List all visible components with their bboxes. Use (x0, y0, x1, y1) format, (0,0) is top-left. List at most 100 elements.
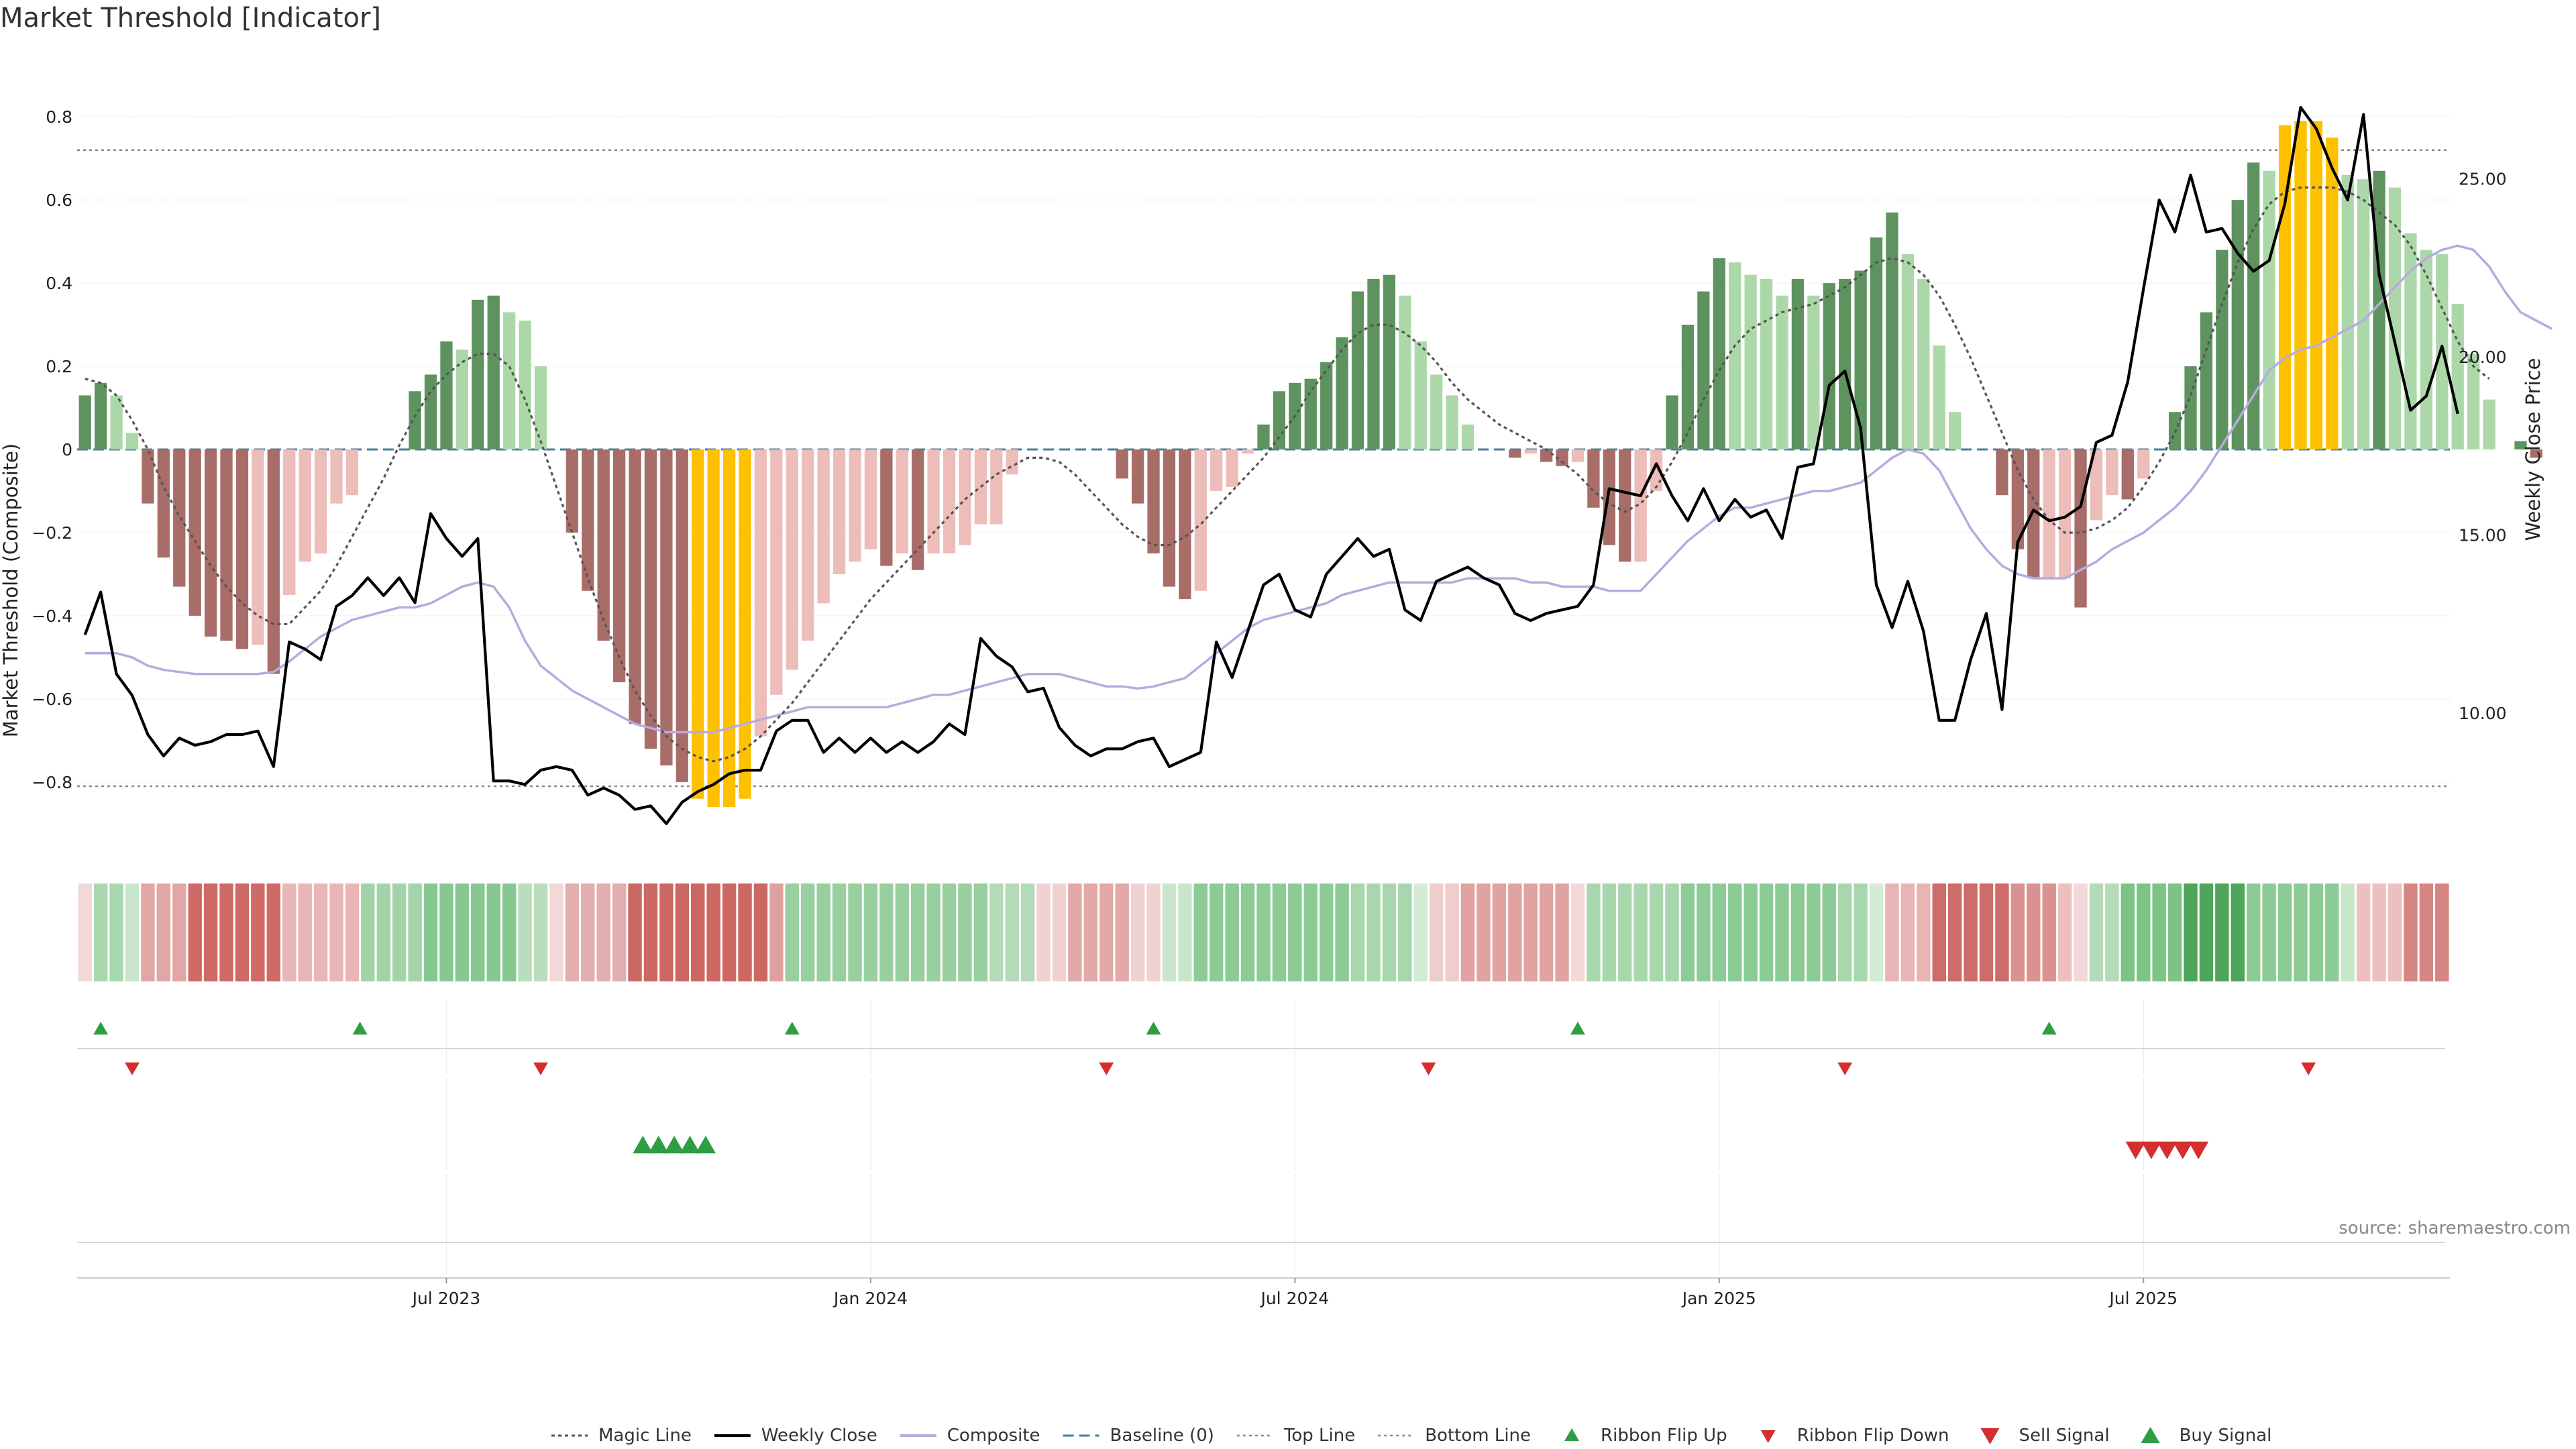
ribbon-cell (628, 883, 642, 981)
composite-bar (173, 449, 186, 587)
ribbon-cell (1303, 883, 1318, 981)
composite-bar (2483, 399, 2496, 449)
buy-signal-marker (633, 1136, 653, 1154)
ribbon-cell (1398, 883, 1412, 981)
x-tick-label: Jan 2024 (833, 1289, 908, 1308)
ribbon-cell (738, 883, 752, 981)
ribbon-cell (486, 883, 500, 981)
legend-item-flipup: Ribbon Flip Up (1564, 1426, 1727, 1446)
ribbon-flip-up-marker (1570, 1022, 1585, 1035)
legend-label: Weekly Close (761, 1426, 877, 1446)
signal-markers (93, 1022, 2316, 1159)
composite-bar (896, 449, 908, 553)
composite-bar (707, 449, 720, 808)
state-ribbon (78, 883, 2449, 981)
signal-panel-grid (77, 1000, 2450, 1279)
composite-bar (2278, 125, 2292, 449)
composite-bar (959, 449, 971, 545)
x-tick-label: Jul 2025 (2108, 1289, 2178, 1308)
ribbon-cell (518, 883, 532, 981)
ribbon-cell (1020, 883, 1035, 981)
composite-bar (1367, 278, 1380, 449)
composite-bar (1949, 412, 1962, 449)
ribbon-cell (1477, 883, 1491, 981)
left-y-tick-label: −0.4 (32, 606, 72, 626)
composite-bar (2231, 200, 2244, 449)
legend-swatch (2141, 1427, 2160, 1443)
composite-bar (409, 391, 421, 449)
left-y-tick-label: 0.2 (46, 357, 72, 376)
composite-bar (990, 449, 1003, 525)
composite-bar (2326, 138, 2339, 449)
composite-bar (252, 449, 264, 645)
composite-bar (1461, 424, 1474, 449)
composite-bar (2530, 449, 2542, 458)
ribbon-cell (895, 883, 909, 981)
x-axis-ticks: Jul 2023 Jan 2024 Jul 2024 Jan 2025 Jul 2025 (411, 1278, 2178, 1308)
ribbon-cell (376, 883, 390, 981)
ribbon-cell (549, 883, 564, 981)
ribbon-cell (1052, 883, 1067, 981)
composite-bar (2121, 449, 2134, 500)
legend: Magic Line Weekly Close Composite Baseline … (551, 1426, 2271, 1446)
ribbon-cell (235, 883, 250, 981)
buy-signal-marker (680, 1136, 700, 1154)
composite-bar (1870, 237, 1883, 449)
ribbon-cell (2246, 883, 2261, 981)
ribbon-cell (1492, 883, 1507, 981)
composite-bar (566, 449, 578, 533)
ribbon-cell (2387, 883, 2402, 981)
ribbon-cell (2184, 883, 2198, 981)
ribbon-cell (2435, 883, 2449, 981)
composite-bar (1147, 449, 1160, 553)
composite-bar (1210, 449, 1223, 491)
ribbon-cell (1618, 883, 1632, 981)
left-y-tick-label: 0.8 (46, 107, 72, 127)
legend-item-sell: Sell Signal (1980, 1426, 2110, 1446)
ribbon-cell (1445, 883, 1459, 981)
ribbon-cell (2167, 883, 2182, 981)
composite-bar (644, 449, 657, 749)
ribbon-cell (1319, 883, 1334, 981)
ribbon-cell (1413, 883, 1428, 981)
composite-bar (1901, 254, 1915, 449)
composite-bar (786, 449, 798, 670)
composite-bar (283, 449, 296, 595)
composite-bar (299, 449, 311, 562)
buy-signal-marker (695, 1136, 716, 1154)
ribbon-cell (2010, 883, 2025, 981)
composite-bar (1729, 262, 1741, 449)
composite-bar (424, 374, 437, 449)
ribbon-cell (1680, 883, 1695, 981)
composite-bar (1226, 449, 1238, 487)
ribbon-cell (926, 883, 941, 981)
composite-bar (612, 449, 626, 683)
ribbon-cell (1885, 883, 1899, 981)
ribbon-cell (423, 883, 438, 981)
ribbon-cell (282, 883, 297, 981)
ribbon-cell (973, 883, 988, 981)
ribbon-cell (2074, 883, 2088, 981)
ribbon-cell (1162, 883, 1177, 981)
composite-bar (472, 299, 484, 449)
composite-bar (1524, 449, 1537, 454)
ribbon-cell (1900, 883, 1915, 981)
legend-item-top: Top Line (1236, 1426, 1355, 1446)
ribbon-cell (675, 883, 690, 981)
composite-bar (1430, 374, 1443, 449)
ribbon-cell (298, 883, 312, 981)
ribbon-cell (1869, 883, 1884, 981)
composite-bar (455, 350, 469, 449)
composite-bar (1320, 362, 1333, 449)
ribbon-cell (1649, 883, 1664, 981)
composite-bar (2514, 441, 2527, 449)
legend-label: Baseline (0) (1110, 1426, 1214, 1446)
composite-bar (1776, 295, 1788, 449)
ribbon-cell (1995, 883, 2009, 981)
composite-bar (1854, 270, 1867, 449)
composite-bar (220, 449, 233, 641)
ribbon-cell (2262, 883, 2276, 981)
ribbon-flip-up-marker (93, 1022, 109, 1035)
ribbon-flip-up-marker (352, 1022, 368, 1035)
ribbon-cell (2341, 883, 2355, 981)
